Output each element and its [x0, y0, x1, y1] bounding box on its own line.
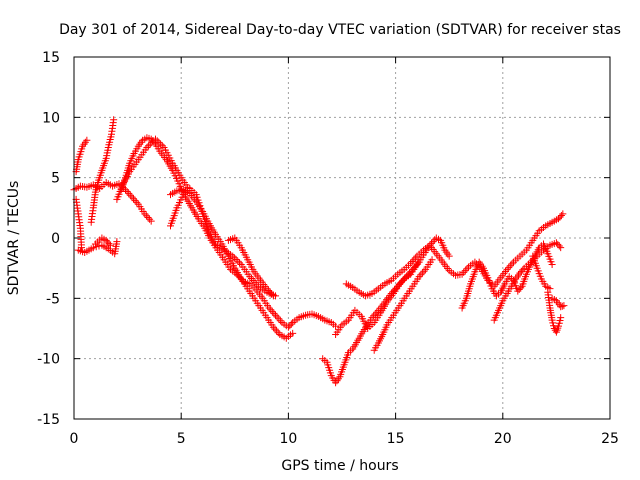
- series-track-19: [548, 294, 568, 311]
- series-track-3: [72, 195, 86, 252]
- point-track: [319, 234, 453, 387]
- y-tick-label: 15: [42, 50, 60, 66]
- series-track-6: [91, 234, 114, 249]
- series-track-11: [224, 234, 277, 300]
- data-points: [70, 116, 568, 387]
- y-tick-label: 0: [51, 231, 60, 247]
- series-track-13: [332, 258, 423, 338]
- point-track: [117, 134, 340, 331]
- series-track-4: [74, 238, 121, 258]
- series-track-20: [529, 252, 554, 293]
- series-track-12: [319, 234, 453, 387]
- point-track: [529, 252, 554, 293]
- x-tick-label: 0: [70, 431, 79, 447]
- grid-lines: [74, 57, 610, 419]
- series-track-15: [370, 256, 436, 354]
- point-track: [72, 136, 91, 176]
- point-track: [370, 256, 436, 354]
- y-tick-label: -15: [37, 412, 60, 428]
- point-track: [87, 116, 118, 226]
- series-track-2: [70, 179, 155, 225]
- series-track-8: [113, 135, 192, 203]
- x-tick-label: 15: [387, 431, 405, 447]
- point-track: [167, 185, 280, 300]
- point-track: [113, 135, 192, 203]
- chart-title: Day 301 of 2014, Sidereal Day-to-day VTE…: [59, 22, 621, 38]
- point-track: [74, 238, 121, 258]
- point-track: [332, 258, 423, 338]
- x-axis-title: GPS time / hours: [281, 458, 398, 474]
- series-track-10: [167, 185, 280, 300]
- point-track: [544, 288, 565, 336]
- x-tick-label: 10: [279, 431, 297, 447]
- y-axis-title: SDTVAR / TECUs: [6, 181, 22, 296]
- point-track: [548, 294, 568, 311]
- y-tick-label: -5: [46, 291, 60, 307]
- point-track: [70, 179, 155, 225]
- series-track-5: [87, 116, 118, 226]
- point-track: [72, 195, 86, 252]
- x-tick-label: 25: [601, 431, 619, 447]
- y-tick-label: 10: [42, 110, 60, 126]
- tick-labels: 0 5 10 15 20 25 -15 -10 -5 0 5 10 15: [37, 50, 619, 447]
- series-track-18: [544, 288, 565, 336]
- point-track: [91, 234, 114, 249]
- series-track-1: [72, 136, 91, 176]
- series-track-7: [117, 134, 340, 331]
- y-tick-label: 5: [51, 171, 60, 187]
- x-tick-label: 5: [177, 431, 186, 447]
- axis-ticks: [73, 56, 611, 420]
- y-tick-label: -10: [37, 352, 60, 368]
- point-track: [224, 234, 277, 300]
- x-tick-label: 20: [494, 431, 512, 447]
